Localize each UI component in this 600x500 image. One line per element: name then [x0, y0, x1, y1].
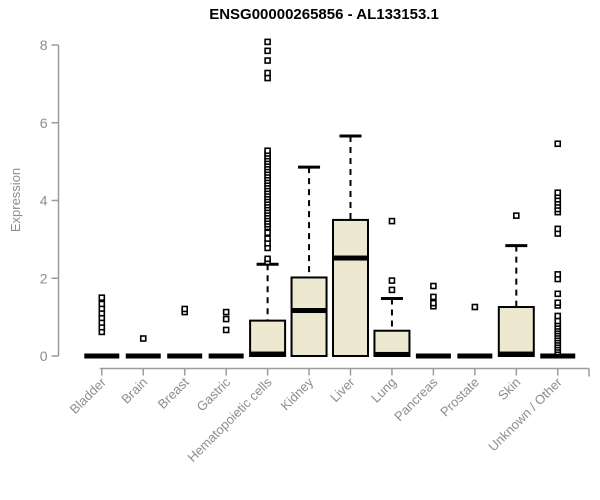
median-line-hematopoietic-cells: [250, 351, 286, 357]
outlier-point: [139, 335, 147, 342]
median-line-liver: [333, 255, 368, 261]
outlier-point: [554, 271, 562, 278]
median-line-breast: [167, 353, 203, 359]
outlier-point: [388, 217, 396, 225]
outlier-point: [98, 300, 106, 308]
x-category-label: Bladder: [67, 374, 110, 417]
outlier-point: [554, 290, 562, 298]
x-category-label: Prostate: [437, 375, 482, 420]
x-category-label: Unknown / Other: [485, 374, 565, 454]
outlier-point: [554, 312, 562, 320]
box-kidney: [290, 276, 328, 357]
chart-title: ENSG00000265856 - AL133153.1: [209, 6, 439, 23]
median-line-lung: [374, 351, 410, 357]
box-liver: [332, 218, 369, 357]
outlier-point: [430, 293, 437, 301]
y-tick-label: 4: [40, 193, 48, 209]
outlier-point: [264, 47, 271, 55]
x-category-label: Gastric: [194, 374, 234, 414]
median-line-gastric: [208, 353, 244, 359]
y-tick-label: 2: [40, 270, 48, 286]
outlier-point: [222, 315, 230, 323]
median-line-prostate: [457, 353, 493, 359]
outlier-point: [554, 140, 562, 148]
median-line-kidney: [291, 308, 327, 314]
y-tick-label: 6: [40, 115, 48, 131]
outlier-point: [430, 282, 437, 290]
y-tick-label: 8: [40, 37, 48, 53]
outlier-point: [471, 303, 479, 311]
median-line-brain: [125, 353, 161, 359]
outlier-point: [554, 189, 562, 197]
outlier-point: [388, 277, 396, 284]
outlier-point: [264, 74, 271, 82]
outlier-point: [554, 299, 562, 307]
outlier-point: [264, 235, 271, 242]
x-category-label: Kidney: [277, 374, 316, 413]
outlier-point: [554, 225, 562, 233]
outlier-point: [98, 294, 106, 301]
outlier-point: [554, 317, 562, 325]
median-line-bladder: [84, 353, 120, 359]
outlier-point: [264, 69, 271, 77]
box-lung: [373, 329, 411, 358]
outlier-point: [512, 212, 520, 219]
outlier-point: [264, 147, 271, 155]
y-tick-label: 0: [40, 348, 48, 364]
x-category-label: Skin: [495, 375, 523, 403]
outlier-point: [264, 38, 271, 46]
x-category-label: Liver: [327, 374, 358, 405]
x-category-label: Brain: [118, 375, 150, 407]
x-category-label: Lung: [368, 375, 399, 406]
x-category-label: Breast: [155, 374, 192, 411]
median-line-pancreas: [415, 353, 451, 359]
box-hematopoietic-cells: [249, 319, 287, 357]
outlier-point: [264, 255, 271, 263]
x-category-label: Pancreas: [391, 374, 441, 424]
box-skin: [497, 306, 535, 357]
outlier-point: [222, 326, 230, 334]
outlier-point: [222, 308, 230, 316]
outlier-point: [181, 305, 188, 313]
outlier-point: [264, 57, 271, 64]
outlier-point: [388, 286, 396, 294]
median-line-skin: [498, 351, 534, 357]
median-line-unknown-other: [540, 353, 576, 359]
outlier-point: [264, 229, 271, 237]
outlier-point: [430, 299, 437, 307]
